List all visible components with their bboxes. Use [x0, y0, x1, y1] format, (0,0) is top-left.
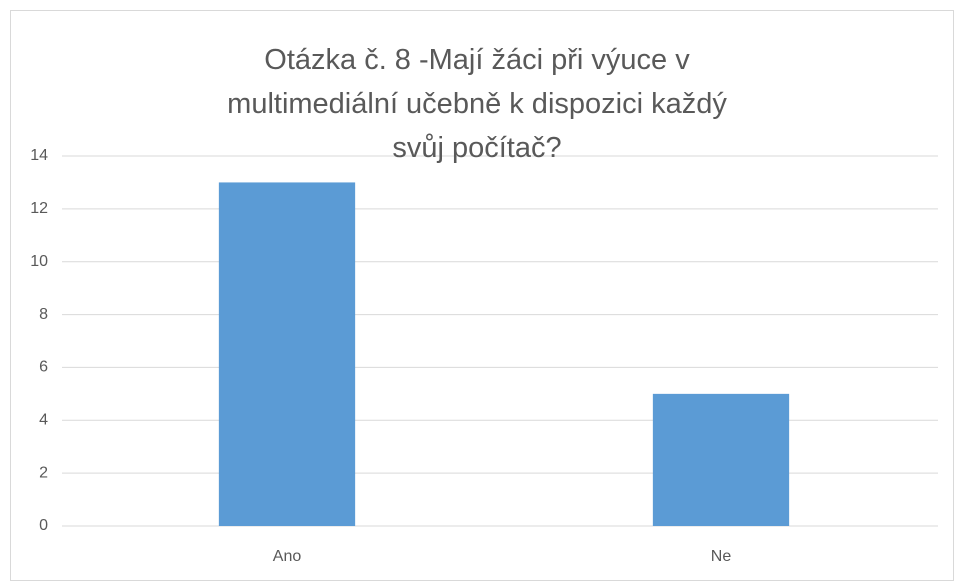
y-tick-label: 0: [39, 517, 48, 534]
y-tick-label: 14: [30, 147, 48, 164]
x-tick-label: Ne: [711, 548, 732, 565]
chart-title: Otázka č. 8 -Mají žáci při výuce v multi…: [227, 44, 727, 164]
y-tick-label: 2: [39, 464, 48, 481]
y-tick-label: 4: [39, 412, 48, 429]
y-tick-label: 6: [39, 359, 48, 376]
bar: [652, 393, 790, 526]
x-tick-label: Ano: [273, 548, 302, 565]
y-tick-label: 12: [30, 200, 48, 217]
y-tick-label: 10: [30, 253, 48, 270]
y-tick-label: 8: [39, 306, 48, 323]
bar: [218, 182, 356, 526]
